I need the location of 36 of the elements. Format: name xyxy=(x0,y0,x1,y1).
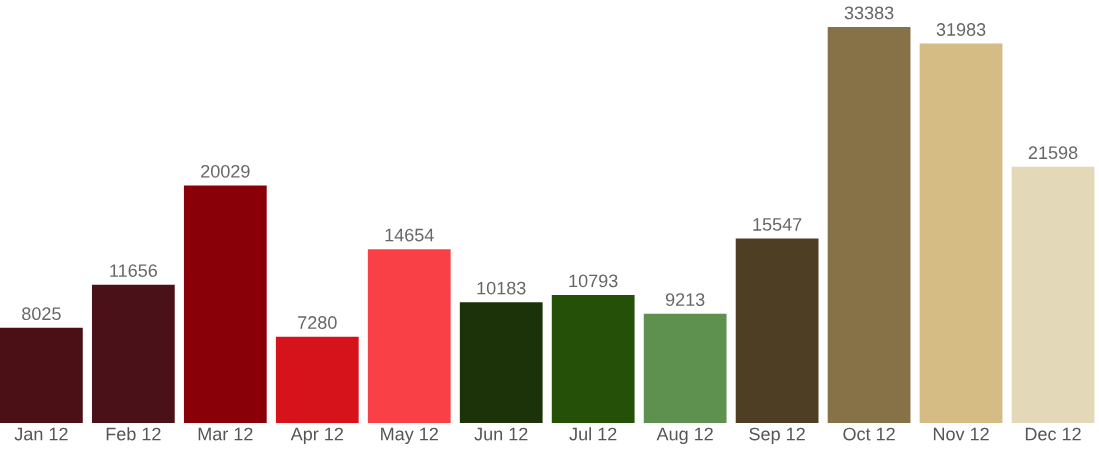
data-label: 33383 xyxy=(844,6,894,20)
x-tick-label: Jan 12 xyxy=(14,427,68,441)
data-label: 11656 xyxy=(110,264,157,277)
data-label: 14654 xyxy=(385,228,434,242)
x-tick-label: Aug 12 xyxy=(656,427,713,444)
x-tick-label: Feb 12 xyxy=(106,427,161,441)
data-label: 10793 xyxy=(569,274,618,288)
data-label: 9213 xyxy=(665,293,705,306)
x-tick-label: Oct 12 xyxy=(843,427,895,441)
x-tick-label: Sep 12 xyxy=(749,427,805,444)
x-tick-label: Apr 12 xyxy=(290,427,343,444)
data-label: 20029 xyxy=(201,164,250,178)
bar xyxy=(183,185,267,423)
x-tick-label: Nov 12 xyxy=(933,427,989,441)
data-label: 8025 xyxy=(22,307,61,321)
bar xyxy=(0,327,83,423)
data-label: 7280 xyxy=(298,316,337,329)
bar xyxy=(919,43,1003,423)
bar xyxy=(551,294,635,423)
bar xyxy=(827,27,911,423)
data-label: 31983 xyxy=(936,23,986,36)
bar xyxy=(367,249,451,423)
data-label: 10183 xyxy=(477,281,526,295)
data-label: 21598 xyxy=(1028,146,1078,160)
bar xyxy=(275,336,359,423)
data-label: 15547 xyxy=(753,218,802,231)
x-tick-label: Mar 12 xyxy=(198,427,253,441)
bar xyxy=(459,302,543,423)
bar xyxy=(91,284,175,423)
x-tick-label: Dec 12 xyxy=(1025,427,1081,441)
x-tick-label: Jul 12 xyxy=(569,427,617,441)
bar xyxy=(643,313,727,423)
x-tick-label: May 12 xyxy=(381,427,438,444)
bar xyxy=(735,238,819,423)
x-tick-label: Jun 12 xyxy=(474,427,528,441)
bar xyxy=(1011,166,1095,423)
